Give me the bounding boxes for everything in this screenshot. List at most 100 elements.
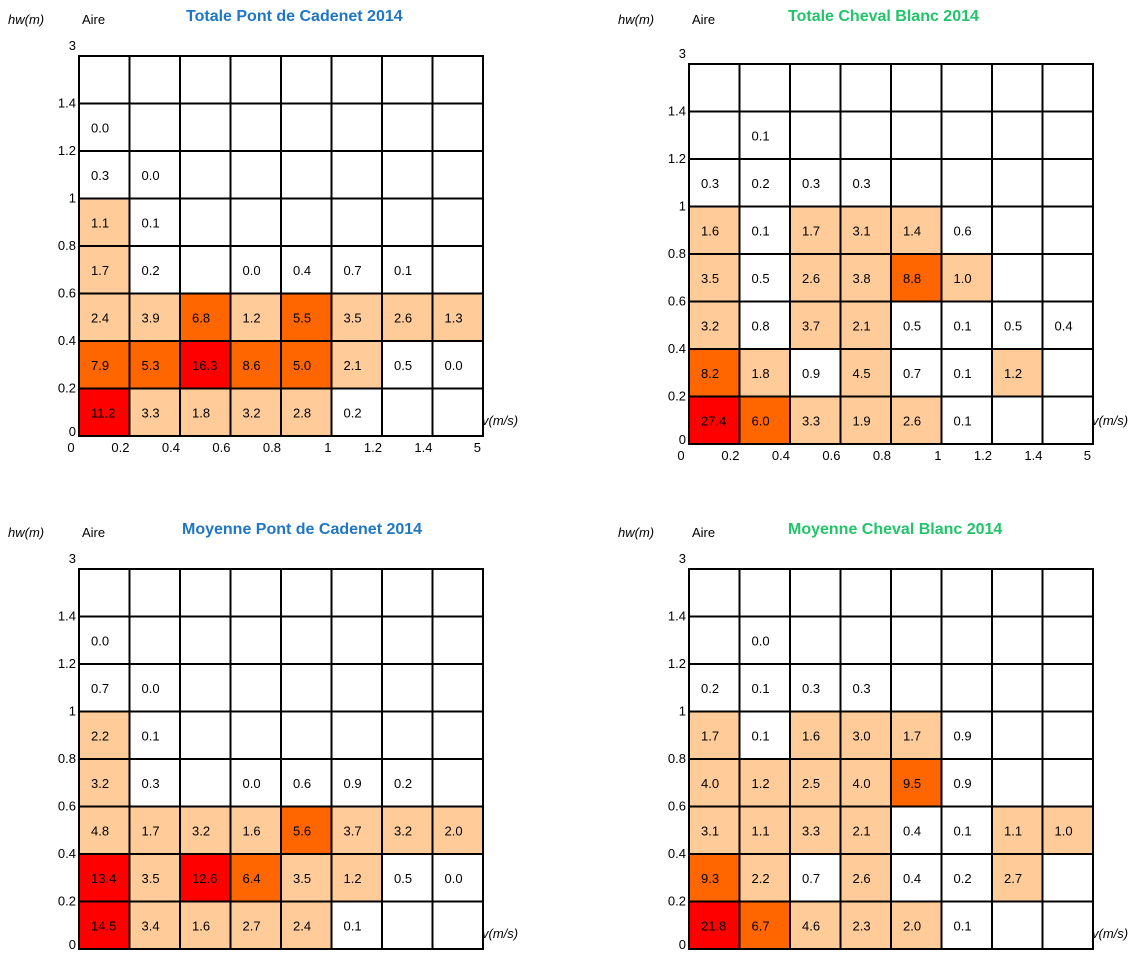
heatmap-cell: [381, 615, 434, 665]
heatmap-cell: [738, 395, 791, 445]
x-tick-label: 0.2: [111, 440, 129, 455]
cell-value-label: 1.6: [802, 728, 820, 743]
heatmap-cell: [381, 663, 434, 713]
cell-value-label: 0.0: [243, 776, 261, 791]
heatmap-cell: [940, 805, 993, 855]
cell-value-label: 3.3: [802, 413, 820, 428]
heatmap-cell: [839, 710, 892, 760]
y-tick-label: 3: [679, 46, 686, 61]
heatmap-cell: [229, 758, 282, 808]
cell-value-label: 2.0: [903, 918, 921, 933]
cell-value-label: 0.2: [752, 176, 770, 191]
y-axis-label: hw(m): [618, 525, 655, 540]
cell-value-label: 5.3: [142, 358, 160, 373]
heatmap-cell: [179, 245, 232, 295]
cell-value-label: 1.2: [1004, 366, 1022, 381]
cell-value-label: 1.7: [142, 823, 160, 838]
heatmap-cell: [890, 300, 943, 350]
y-tick-label: 3: [69, 551, 76, 566]
cell-value-label: 1.7: [903, 728, 921, 743]
cell-value-label: 5.6: [293, 823, 311, 838]
heatmap-cell: [839, 348, 892, 398]
y-tick-label: 3: [679, 551, 686, 566]
heatmap-cell: [789, 568, 842, 618]
y-tick-label: 1: [679, 704, 686, 719]
heatmap-cell: [280, 758, 333, 808]
heatmap-cell: [738, 348, 791, 398]
x-tick-label: 0.2: [721, 448, 739, 463]
heatmap-cell: [78, 387, 131, 437]
heatmap-cell: [229, 150, 282, 200]
heatmap-cell: [229, 102, 282, 152]
cell-value-label: 0.3: [802, 681, 820, 696]
heatmap-cell: [78, 55, 131, 105]
heatmap-cell: [128, 150, 181, 200]
x-axis-label: v(m/s): [482, 926, 519, 941]
cell-value-label: 4.6: [802, 918, 820, 933]
heatmap-cell: [330, 387, 383, 437]
heatmap-cell: [78, 245, 131, 295]
cell-value-label: 0.7: [802, 871, 820, 886]
heatmap-cell: [940, 158, 993, 208]
heatmap-cell: [738, 853, 791, 903]
y-tick-label: 0.6: [58, 286, 76, 301]
heatmap-cell: [940, 900, 993, 950]
cell-value-label: 0.3: [853, 681, 871, 696]
cell-value-label: 0.1: [954, 318, 972, 333]
heatmap-cell: [890, 900, 943, 950]
heatmap-cell: [688, 568, 741, 618]
heatmap-cell: [1041, 348, 1094, 398]
cell-value-label: 3.0: [853, 728, 871, 743]
cell-value-label: 0.2: [142, 263, 160, 278]
heatmap-cell: [78, 568, 131, 618]
cell-value-label: 3.7: [344, 823, 362, 838]
heatmap-cell: [839, 63, 892, 113]
cell-value-label: 0.2: [344, 405, 362, 420]
x-tick-label: 1: [934, 448, 941, 463]
cell-value-label: 5.5: [293, 310, 311, 325]
heatmap-cell: [991, 158, 1044, 208]
heatmap-cell: [1041, 158, 1094, 208]
cell-value-label: 3.5: [293, 871, 311, 886]
cell-value-label: 1.6: [192, 918, 210, 933]
heatmap-cell: [940, 615, 993, 665]
cell-value-label: 5.0: [293, 358, 311, 373]
heatmap-cell: [688, 158, 741, 208]
heatmap-cell: [330, 710, 383, 760]
cell-value-label: 2.7: [1004, 871, 1022, 886]
cell-value-label: 0.0: [445, 358, 463, 373]
cell-value-label: 2.4: [293, 918, 311, 933]
cell-value-label: 3.4: [142, 918, 160, 933]
y-tick-label: 0.2: [668, 389, 686, 404]
heatmap-chart: 0.0 0.2 0.1 0.3 0.3 1.7 0.1 1.6 3.0 1.7 0.9 4.0 1.2 2…: [668, 551, 1094, 954]
corner-label: Aire: [82, 525, 106, 540]
cell-value-label: 0.1: [752, 728, 770, 743]
heatmap-cell: [381, 55, 434, 105]
heatmap-cell: [179, 568, 232, 618]
heatmap-cell: [431, 853, 484, 903]
heatmap-cell: [229, 197, 282, 247]
cell-value-label: 4.0: [701, 776, 719, 791]
cell-value-label: 0.1: [394, 263, 412, 278]
heatmap-cell: [991, 663, 1044, 713]
heatmap-cell: [688, 900, 741, 950]
cell-value-label: 3.1: [853, 223, 871, 238]
heatmap-cell: [179, 758, 232, 808]
cell-value-label: 1.4: [903, 223, 921, 238]
cell-value-label: 1.7: [91, 263, 109, 278]
heatmap-cell: [229, 292, 282, 342]
heatmap-cell: [330, 102, 383, 152]
cell-value-label: 11.2: [91, 405, 115, 420]
cell-value-label: 0.8: [752, 318, 770, 333]
heatmap-cell: [890, 663, 943, 713]
heatmap-chart: 0.1 0.3 0.2 0.3 0.3 1.6 0.1 1.7 3.1 1.4 0.6 3.5 0.5 2…: [668, 46, 1094, 463]
heatmap-panel-moyenne-pont-de-cadenet: hw(m) Aire Moyenne Pont de Cadenet 2014 …: [0, 505, 540, 954]
cell-value-label: 0.0: [142, 168, 160, 183]
cell-value-label: 0.1: [954, 413, 972, 428]
heatmap-cell: [280, 663, 333, 713]
heatmap-cell: [1041, 710, 1094, 760]
chart-title: Moyenne Cheval Blanc 2014: [788, 521, 1003, 538]
heatmap-cell: [789, 900, 842, 950]
y-tick-label: 1.4: [58, 609, 76, 624]
heatmap-cell: [991, 395, 1044, 445]
